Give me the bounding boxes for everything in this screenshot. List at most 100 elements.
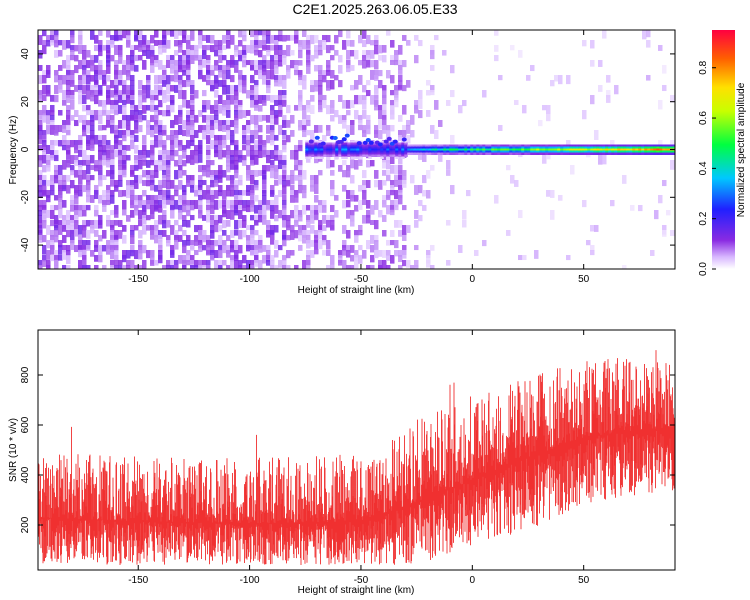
spectrogram-cell xyxy=(250,215,255,221)
signal-band-cell xyxy=(323,146,327,149)
signal-band-cell xyxy=(422,146,426,149)
spectrogram-cell xyxy=(162,170,167,179)
signal-band-cell xyxy=(317,156,321,159)
spectrogram-cell xyxy=(130,190,135,196)
spectrogram-cell xyxy=(274,40,279,46)
spectrogram-cell xyxy=(122,135,127,142)
spectrogram-cell xyxy=(126,145,131,151)
signal-band-cell xyxy=(326,154,330,157)
spectrogram-cell xyxy=(374,45,379,55)
spectrogram-cell xyxy=(350,195,355,202)
spectrogram-cell xyxy=(230,190,235,197)
spectrogram-cell xyxy=(186,180,191,187)
spectrogram-cell xyxy=(250,145,255,151)
spectrogram-cell xyxy=(78,175,83,185)
spectrogram-cell xyxy=(250,150,255,160)
spectrogram-cell xyxy=(62,245,67,253)
spectrogram-cell xyxy=(202,265,207,269)
spectrogram-cell xyxy=(126,35,131,45)
signal-band-cell xyxy=(635,150,639,153)
spectrogram-cell xyxy=(226,160,231,167)
spectrogram-cell xyxy=(130,200,135,209)
signal-band-cell xyxy=(392,146,396,149)
spectrogram-cell xyxy=(214,45,219,51)
spectrogram-cell xyxy=(122,130,127,138)
spectrogram-cell xyxy=(350,245,355,253)
spectrogram-cell xyxy=(82,155,87,161)
signal-band-cell xyxy=(320,154,324,157)
spectrogram-cell xyxy=(162,210,167,216)
spectrogram-cell xyxy=(150,180,155,186)
spectrogram-cell xyxy=(226,210,231,219)
spectrogram-cell xyxy=(274,100,279,106)
spectrogram-cell xyxy=(254,100,259,108)
spectrogram-cell xyxy=(150,195,155,205)
spectrogram-cell xyxy=(66,125,71,135)
spectrogram-cell xyxy=(238,150,243,159)
spectrogram-cell xyxy=(202,130,207,140)
spectrogram-cell xyxy=(254,205,259,214)
spectrogram-cell xyxy=(50,180,55,186)
spectrogram-cell xyxy=(190,155,195,165)
spectrogram-cell xyxy=(354,205,359,212)
spectrogram-cell xyxy=(262,60,267,69)
signal-band-cell xyxy=(338,150,342,153)
spectrogram-cell xyxy=(186,130,191,137)
spectrogram-cell xyxy=(86,195,91,203)
signal-band-cell xyxy=(434,150,438,153)
spectrogram-cell xyxy=(406,80,411,88)
spectrogram-cell xyxy=(182,145,187,152)
spectrogram-cell xyxy=(78,160,83,168)
spectrogram-cell xyxy=(102,195,107,205)
spectrogram-cell xyxy=(386,170,391,180)
spectrogram-cell xyxy=(122,170,127,178)
spectrogram-cell xyxy=(114,245,119,252)
spectrogram-cell xyxy=(210,225,215,234)
spectrogram-cell xyxy=(238,180,243,186)
spectrogram-cell xyxy=(98,145,103,152)
spectrogram-cell xyxy=(186,220,191,228)
spectrogram-cell xyxy=(210,80,215,90)
spectrogram-cell xyxy=(194,225,199,233)
spectrogram-cell xyxy=(218,65,223,73)
signal-band-cell xyxy=(551,152,555,155)
spectrogram-cell xyxy=(246,190,251,196)
signal-band-cell xyxy=(497,146,501,149)
spectrogram-cell xyxy=(374,100,379,107)
spectrogram-x-axis: -150 -100 -50 0 50 xyxy=(128,30,590,285)
spectrogram-cell xyxy=(394,240,399,249)
spectrogram-cell xyxy=(302,170,307,180)
spectrogram-cell xyxy=(302,260,307,269)
spectrogram-cell xyxy=(170,265,175,269)
spectrogram-cell xyxy=(150,250,155,258)
spectrogram-cell xyxy=(306,230,311,237)
signal-band-cell xyxy=(512,150,516,153)
spectrogram-cell xyxy=(162,40,167,48)
spectrogram-cell xyxy=(510,175,515,184)
spectrogram-cell xyxy=(110,100,115,110)
spectrogram-cell xyxy=(58,220,63,226)
spectrogram-cell xyxy=(50,140,55,149)
spectrogram-cell xyxy=(74,155,79,163)
spectrogram-cell xyxy=(462,210,467,220)
signal-band-cell xyxy=(368,146,372,149)
spectrogram-cell xyxy=(58,40,63,46)
signal-band-cell xyxy=(623,144,627,147)
signal-blob xyxy=(401,137,407,142)
spectrogram-cell xyxy=(98,135,103,144)
signal-band-cell xyxy=(344,154,348,157)
spectrogram-cell xyxy=(106,50,111,59)
signal-band-cell xyxy=(386,150,390,153)
spectrogram-cell xyxy=(122,210,127,216)
spectrogram-cell xyxy=(258,95,263,104)
spectrogram-cell xyxy=(102,125,107,131)
signal-band-cell xyxy=(458,148,462,151)
spectrogram-cell xyxy=(138,175,143,184)
spectrogram-cell xyxy=(250,65,255,71)
spectrogram-cell xyxy=(70,55,75,61)
signal-band-cell xyxy=(329,154,333,157)
spectrogram-cell xyxy=(146,90,151,99)
spectrogram-cell xyxy=(374,95,379,105)
spectrogram-cell xyxy=(282,240,287,247)
spectrogram-cell xyxy=(182,245,187,254)
